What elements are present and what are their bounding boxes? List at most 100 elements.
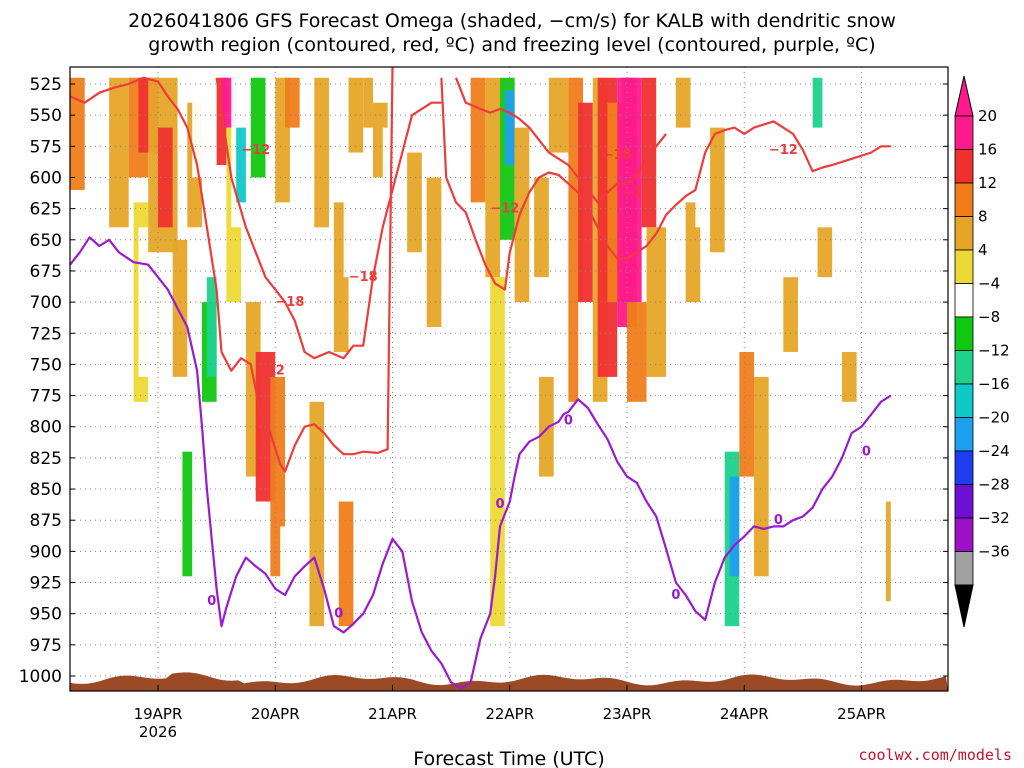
- omega-cell: [70, 302, 90, 602]
- colorbar-swatch: [954, 551, 974, 586]
- colorbar-label: −20: [978, 409, 1010, 427]
- omega-cell: [89, 426, 105, 627]
- omega-cell: [841, 351, 857, 402]
- colorbar-swatch: [954, 216, 974, 251]
- colorbar-swatch: [954, 149, 974, 184]
- omega-cell: [514, 127, 530, 303]
- y-tick-label: 875: [30, 511, 62, 531]
- omega-cell: [421, 376, 432, 527]
- colorbar-label: −28: [978, 476, 1010, 494]
- y-tick-label: 975: [30, 636, 62, 656]
- dgz-contour-label: −12: [490, 202, 519, 217]
- credit-text[interactable]: coolwx.com/models: [858, 746, 1012, 764]
- freezing-contour-label: 0: [862, 445, 871, 460]
- colorbar-label: 8: [978, 208, 988, 226]
- y-tick-label: 575: [30, 137, 62, 157]
- dgz-contour-line: [70, 67, 394, 473]
- dgz-contour-label: −12: [622, 185, 651, 200]
- omega-cell: [490, 277, 505, 627]
- dgz-contour-label: −18: [349, 270, 378, 285]
- y-tick-label: 550: [30, 106, 62, 126]
- y-tick-label: 900: [30, 542, 62, 562]
- y-tick-label: 775: [30, 387, 62, 407]
- omega-cell: [285, 77, 300, 128]
- omega-cell: [646, 227, 667, 377]
- omega-cell: [578, 102, 593, 303]
- omega-cell: [387, 401, 403, 627]
- omega-cell: [485, 77, 500, 278]
- freezing-contour-label: 0: [774, 513, 783, 528]
- y-tick-label: 1000: [19, 667, 62, 687]
- colorbar-swatch: [954, 484, 974, 519]
- colorbar-bottom-arrow: [954, 584, 974, 628]
- axes: 525 550 575 600 625 650 675 700 725 750 775 800 825 8…: [19, 66, 949, 741]
- y-tick-label: 825: [30, 449, 62, 469]
- colorbar-swatch: [954, 517, 974, 552]
- omega-cell: [431, 526, 447, 627]
- omega-cell: [885, 239, 891, 328]
- y-tick-label: 800: [30, 418, 62, 438]
- colorbar-label: 4: [978, 241, 988, 259]
- x-tick-label: 25APR: [837, 705, 886, 723]
- y-tick-label: 850: [30, 480, 62, 500]
- omega-cell: [885, 501, 891, 602]
- freezing-contour-line: [70, 236, 892, 690]
- y-tick-label: 700: [30, 293, 62, 313]
- x-tick-label: 24APR: [720, 705, 769, 723]
- plot-frame: [69, 66, 949, 692]
- omega-cell: [812, 77, 823, 128]
- omega-cell: [783, 277, 798, 352]
- x-tick-label: 20APR: [251, 705, 300, 723]
- omega-cell: [475, 202, 491, 602]
- y-tick-label: 525: [30, 75, 62, 95]
- dgz-contour-line: [454, 77, 667, 204]
- y-tick-label: 750: [30, 355, 62, 375]
- omega-cell: [470, 77, 486, 203]
- colorbar-swatch: [954, 182, 974, 217]
- omega-cell: [426, 177, 442, 328]
- omega-cell: [250, 77, 266, 178]
- omega-cell: [710, 127, 725, 253]
- omega-cell: [172, 239, 188, 377]
- omega-cell: [309, 401, 325, 627]
- freezing-contour-label: 0: [495, 497, 504, 512]
- colorbar-label: 20: [978, 107, 997, 125]
- omega-cell: [641, 77, 657, 228]
- colorbar-label: −32: [978, 509, 1010, 527]
- x-tick-sublabel: 2026: [139, 723, 177, 741]
- dgz-contour-label: −18: [275, 295, 304, 310]
- omega-cell: [675, 77, 691, 128]
- y-tick-label: 600: [30, 168, 62, 188]
- colorbar-label: 16: [978, 141, 997, 159]
- omega-cell: [739, 351, 755, 477]
- x-tick-label: 22APR: [485, 705, 534, 723]
- omega-cell: [407, 152, 422, 253]
- omega-cell: [539, 376, 554, 477]
- omega-cell: [402, 77, 417, 153]
- y-tick-label: 650: [30, 231, 62, 251]
- colorbar-swatch: [954, 450, 974, 485]
- colorbar-label: −8: [978, 308, 1000, 326]
- omega-cell: [548, 77, 569, 153]
- colorbar-top-arrow: [954, 75, 974, 117]
- omega-cell: [70, 77, 85, 190]
- omega-cell: [236, 127, 246, 203]
- colorbar-swatch: [954, 283, 974, 318]
- freezing-contour-label: 0: [671, 588, 680, 603]
- omega-cell: [627, 302, 647, 402]
- x-axis-title: Forecast Time (UTC): [413, 748, 604, 768]
- colorbar-swatch: [954, 249, 974, 284]
- colorbar-label: −4: [978, 275, 1000, 293]
- y-tick-label: 725: [30, 324, 62, 344]
- omega-cell: [84, 189, 100, 328]
- omega-cell: [661, 576, 676, 627]
- dgz-contour-line: [440, 77, 891, 291]
- colorbar-swatch: [954, 115, 974, 150]
- omega-cell: [622, 77, 642, 303]
- terrain-fill: [70, 672, 948, 691]
- contours: −12 −12 −18 −18 −12 −12 −12 −18 0 0 0 0 0 0 0: [70, 67, 892, 690]
- freezing-contour-label: 0: [334, 607, 343, 622]
- x-tick-label: 21APR: [368, 705, 417, 723]
- freezing-contour-label: 0: [564, 414, 573, 429]
